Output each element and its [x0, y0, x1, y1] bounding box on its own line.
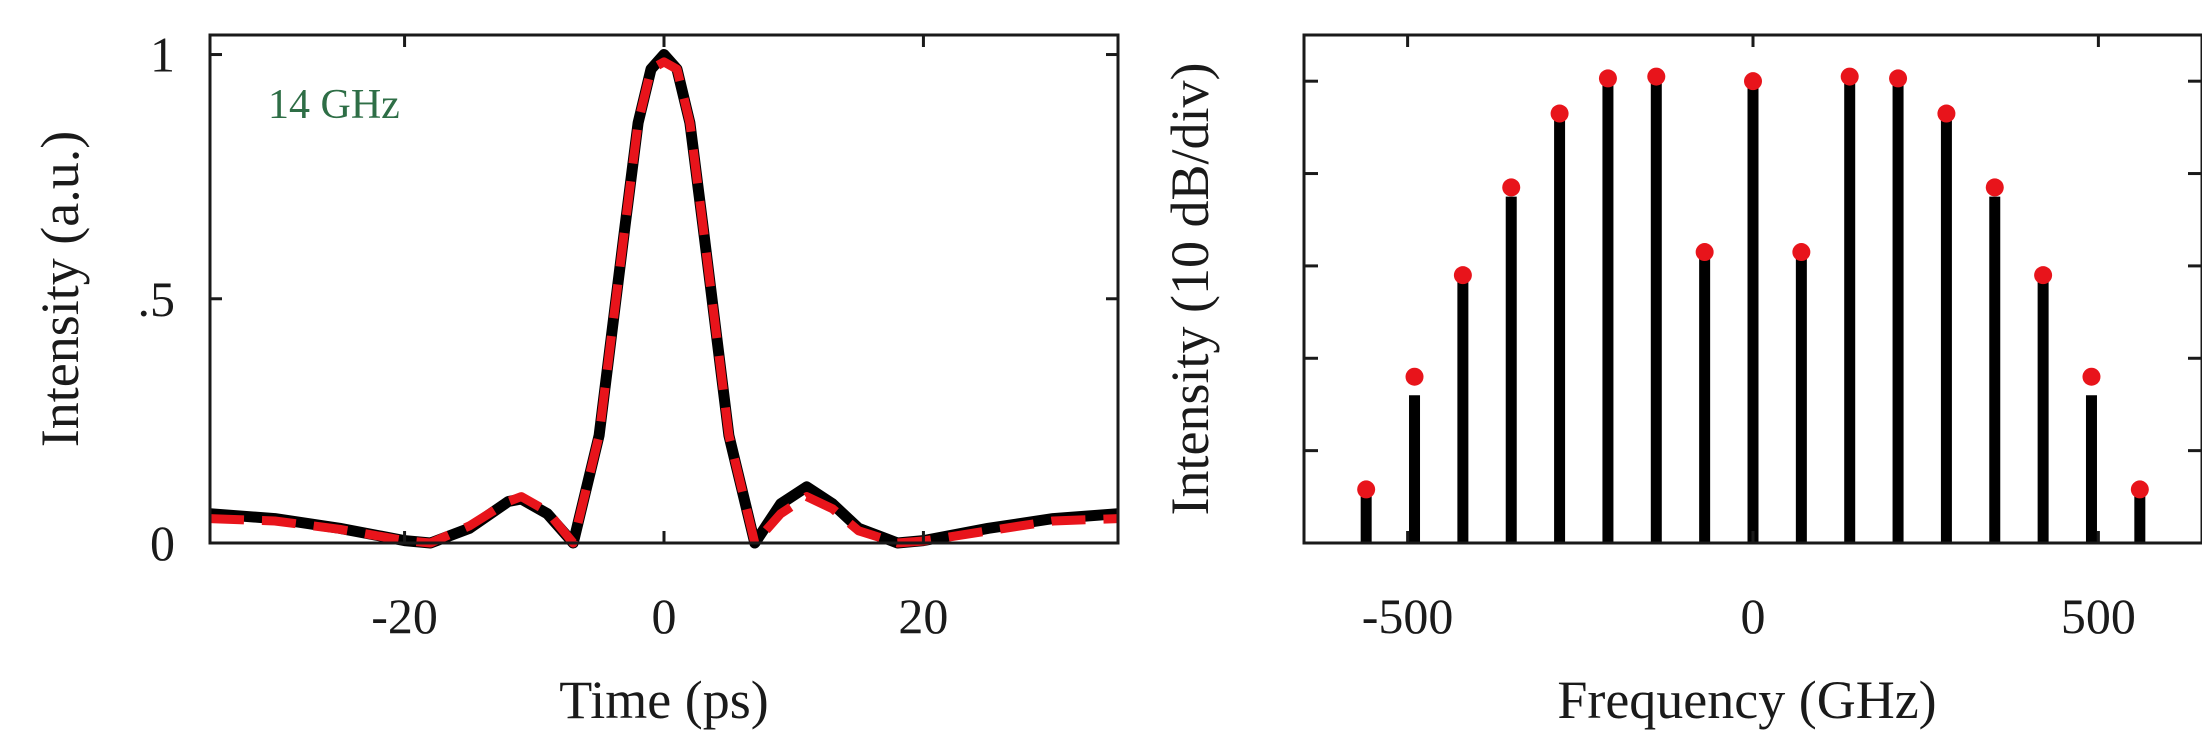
time-axis-label: Time (ps) — [559, 670, 769, 730]
x-tick-label: 0 — [1741, 588, 1766, 644]
x-tick-label: 500 — [2061, 588, 2136, 644]
spectral-marker — [1985, 178, 2004, 197]
x-tick-label: 20 — [898, 588, 948, 644]
spectral-marker — [2130, 480, 2149, 499]
spectral-marker — [1405, 367, 1424, 386]
spectral-marker — [1840, 67, 1859, 86]
spectral-marker — [1695, 243, 1714, 262]
spectral-marker — [1647, 67, 1666, 86]
spectral-marker — [1502, 178, 1521, 197]
time-domain-annotation: 14 GHz — [268, 82, 400, 128]
time-domain-tick-labels: -20 0 20 0 .5 1 — [138, 27, 949, 644]
dashed-intensity-series — [209, 57, 1119, 548]
time-domain-ticks — [210, 35, 1118, 545]
spectrum-ticks — [1304, 35, 2202, 543]
spectrum-plot-area — [1357, 67, 2149, 543]
spectrum-axes-frame — [1302, 33, 2202, 545]
spectral-marker — [2082, 367, 2101, 386]
x-tick-label: 0 — [652, 588, 677, 644]
spectral-marker — [1889, 69, 1908, 88]
time-domain-axes-frame — [208, 33, 1120, 545]
spectral-marker — [1598, 69, 1617, 88]
spectral-marker — [1744, 72, 1762, 91]
spectrum-panel: -500 0 500 Frequency (GHz) Intensity (10 d… — [1160, 33, 2202, 730]
time-domain-y-axis-label: Intensity (a.u.) — [30, 131, 90, 447]
spectral-marker — [1550, 104, 1569, 123]
spectrum-y-axis-label: Intensity (10 dB/div) — [1160, 63, 1220, 516]
x-tick-label: -20 — [371, 588, 438, 644]
spectral-marker — [1357, 480, 1376, 499]
time-domain-plot-area — [209, 49, 1119, 549]
x-tick-label: -500 — [1362, 588, 1454, 644]
spectrum-tick-labels: -500 0 500 — [1362, 588, 2136, 644]
time-domain-panel: -20 0 20 0 .5 1 14 GHz Time (ps) Intensity (a… — [30, 27, 1120, 730]
y-tick-label: 1 — [150, 27, 175, 83]
frequency-axis-label: Frequency (GHz) — [1557, 670, 1936, 730]
y-tick-label: 0 — [150, 515, 175, 571]
y-tick-label: .5 — [138, 271, 176, 327]
spectral-marker — [1937, 104, 1956, 123]
spectral-marker — [1792, 243, 1811, 262]
spectral-marker — [2034, 266, 2053, 285]
spectral-marker — [1453, 266, 1472, 285]
